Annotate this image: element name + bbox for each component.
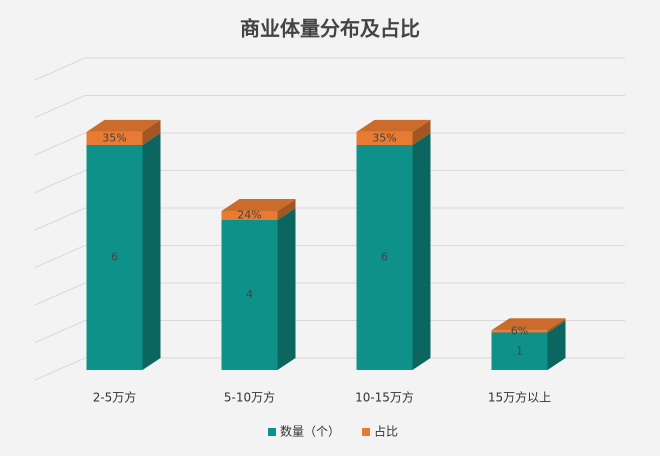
grid-line [34,95,625,118]
bar-segment [356,131,413,145]
bar-segment [221,211,278,220]
grid-line [34,320,625,343]
bar-segment [221,220,278,370]
grid-line [34,170,625,193]
bar-side [547,318,566,333]
legend-label: 数量（个） [280,424,340,439]
bar-side [412,133,431,370]
data-label: 6 [111,251,118,264]
grid-line [34,357,625,381]
grid-line [34,282,625,306]
bar-segment [356,145,413,370]
data-label: 6% [511,324,528,337]
bar-top [356,119,431,132]
bar-segment [491,330,548,333]
grid-line [34,132,625,156]
x-tick-label: 5-10万方 [224,390,275,405]
bar-segment [86,131,143,145]
data-label: 24% [237,209,261,222]
grid-line [34,57,625,81]
bar-top [86,119,161,132]
x-tick-label: 2-5万方 [93,390,137,405]
x-tick-label: 15万方以上 [488,390,551,405]
bar-top [221,199,296,211]
x-tick-label: 10-15万方 [355,390,414,405]
bar-segment [86,145,143,370]
bar-side [277,208,296,370]
bar-side [412,119,431,145]
data-label: 6 [381,251,388,264]
bar-segment [491,332,548,370]
bar-side [547,320,566,370]
bar-side [142,133,161,370]
legend-swatch [268,428,276,436]
data-label: 4 [246,288,253,301]
data-label: 35% [102,131,126,144]
legend-swatch [362,428,371,436]
legend-label: 占比 [374,424,398,439]
chart-title: 商业体量分布及占比 [240,17,420,41]
grid-line [34,245,625,268]
data-label: 35% [372,131,396,144]
bar-side [277,199,296,220]
data-label: 1 [516,344,523,357]
bar-side [142,119,161,145]
grid-line [34,207,625,231]
bar-top [491,318,566,331]
